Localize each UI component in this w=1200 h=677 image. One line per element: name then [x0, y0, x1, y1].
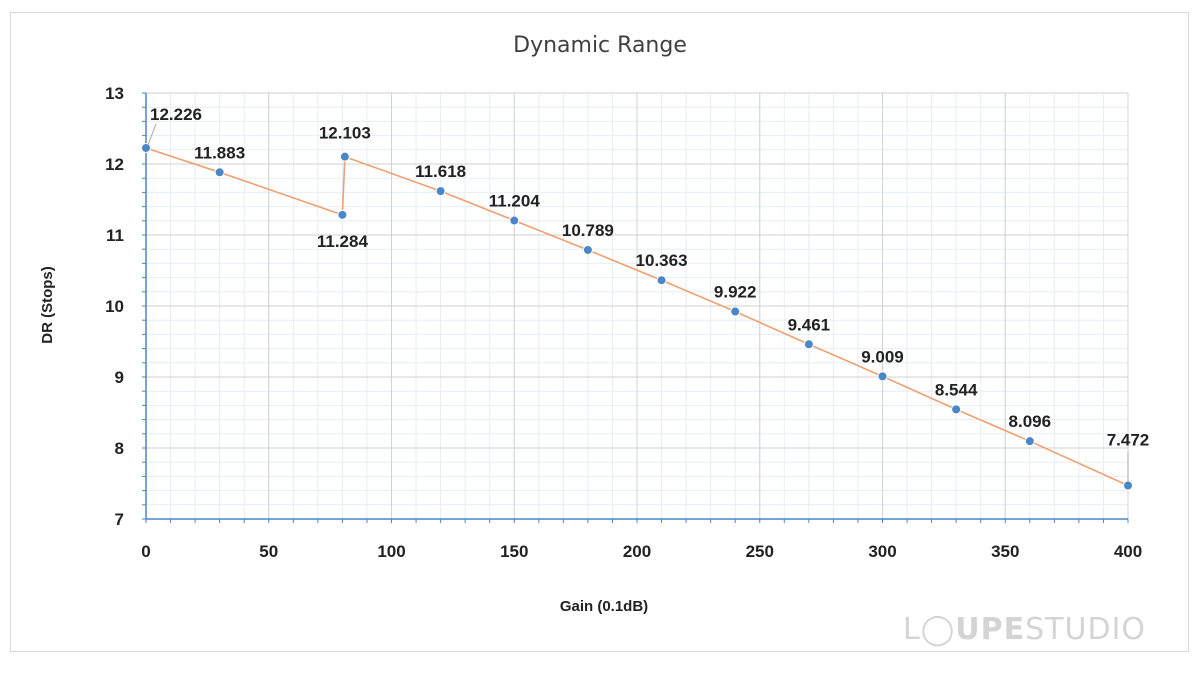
- grid: [145, 92, 1129, 520]
- y-tick-label: 11: [106, 226, 124, 245]
- data-point: [1024, 436, 1035, 447]
- x-tick-label: 350: [991, 542, 1019, 561]
- x-axis-label: Gain (0.1dB): [560, 598, 648, 615]
- data-label: 9.009: [861, 347, 904, 366]
- data-label: 8.544: [935, 380, 978, 399]
- data-point: [214, 167, 225, 178]
- data-point: [803, 339, 814, 350]
- data-point: [877, 371, 888, 382]
- y-tick-label: 8: [115, 439, 124, 458]
- y-tick-label: 10: [105, 297, 124, 316]
- data-label: 11.284: [317, 232, 369, 251]
- x-tick-label: 200: [623, 542, 651, 561]
- series-layer: [141, 142, 1133, 491]
- data-label: 9.922: [714, 283, 757, 302]
- data-point: [509, 215, 520, 226]
- data-label: 7.472: [1107, 430, 1150, 449]
- x-tick-label: 100: [377, 542, 405, 561]
- series-line: [145, 147, 1129, 487]
- data-label: 11.618: [415, 162, 466, 181]
- data-label: 12.226: [150, 105, 202, 124]
- data-point: [337, 209, 348, 220]
- data-point: [339, 151, 350, 162]
- data-point: [582, 244, 593, 255]
- watermark-part3: STUDIO: [1025, 612, 1147, 647]
- x-tick-label: 300: [868, 542, 896, 561]
- data-label: 10.363: [636, 251, 688, 270]
- y-tick-label: 13: [105, 84, 124, 103]
- data-point: [951, 404, 962, 415]
- leader-line: [147, 123, 157, 146]
- data-label: 8.096: [1009, 412, 1052, 431]
- data-labels: 12.226 11.883 11.284 12.103 11.618 11.204 10.7…: [147, 105, 1150, 482]
- watermark-part2: UPE: [955, 612, 1026, 647]
- chart-frame: [10, 12, 1189, 652]
- data-point: [730, 306, 741, 317]
- data-point: [656, 275, 667, 286]
- data-label: 9.461: [788, 315, 831, 334]
- watermark-logo: L◯UPESTUDIO: [903, 612, 1147, 647]
- x-tick-label: 0: [141, 542, 150, 561]
- data-point: [141, 142, 151, 153]
- x-tick-label: 250: [746, 542, 774, 561]
- x-tick-label: 150: [500, 542, 528, 561]
- y-tick-label: 12: [105, 155, 124, 174]
- y-tick-label: 7: [115, 510, 124, 529]
- chart-title: Dynamic Range: [513, 33, 687, 58]
- data-point: [435, 186, 446, 197]
- x-tick-label: 50: [259, 542, 278, 561]
- axes: 0 50 100 150 200 250 300 350 400 7 8 9 10 11 12 13: [105, 84, 1142, 561]
- data-label: 10.789: [562, 221, 614, 240]
- x-tick-label: 400: [1114, 542, 1142, 561]
- watermark-part1: L: [903, 612, 921, 647]
- y-tick-label: 9: [115, 368, 124, 387]
- data-label: 11.204: [489, 192, 541, 211]
- y-axis-label: DR (Stops): [39, 266, 56, 344]
- data-label: 12.103: [319, 124, 371, 143]
- data-point: [1123, 480, 1133, 491]
- data-label: 11.883: [194, 143, 245, 162]
